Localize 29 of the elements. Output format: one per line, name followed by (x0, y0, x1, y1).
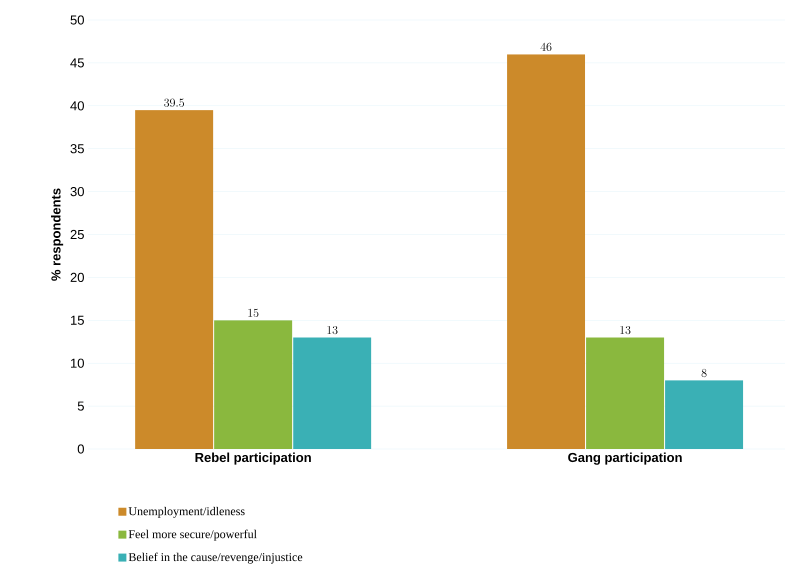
x-tick-label: Rebel participation (195, 452, 311, 465)
y-tick-label: 0 (78, 444, 84, 454)
bar (507, 54, 586, 449)
y-tick-label: 25 (70, 230, 84, 240)
data-label: 8 (702, 368, 707, 378)
data-label: 13 (327, 326, 338, 334)
y-tick-label: 10 (70, 358, 84, 368)
legend-label: Unemployment/idleness (128, 506, 245, 518)
y-axis-title: % respondents (51, 188, 64, 281)
y-tick-label: 35 (70, 144, 84, 154)
x-tick-label: Gang participation (568, 452, 682, 465)
y-tick-label: 15 (70, 316, 84, 325)
y-tick-label: 5 (78, 402, 84, 411)
data-label: 46 (540, 42, 552, 52)
legend-label: Feel more secure/powerful (128, 530, 257, 541)
bar (293, 337, 372, 449)
data-label: 13 (620, 326, 630, 334)
y-tick-label: 40 (70, 101, 84, 110)
y-tick-label: 50 (70, 15, 84, 25)
y-tick-label: 20 (70, 272, 84, 282)
data-label: 15 (248, 308, 258, 318)
bar (665, 380, 744, 449)
bar (135, 110, 214, 449)
bar (586, 337, 664, 449)
bar (214, 320, 292, 449)
y-tick-label: 45 (70, 58, 84, 68)
legend-label: Belief in the cause/revenge/injustice (128, 552, 302, 564)
data-label: 39.5 (164, 98, 184, 107)
y-tick-label: 30 (70, 187, 84, 196)
